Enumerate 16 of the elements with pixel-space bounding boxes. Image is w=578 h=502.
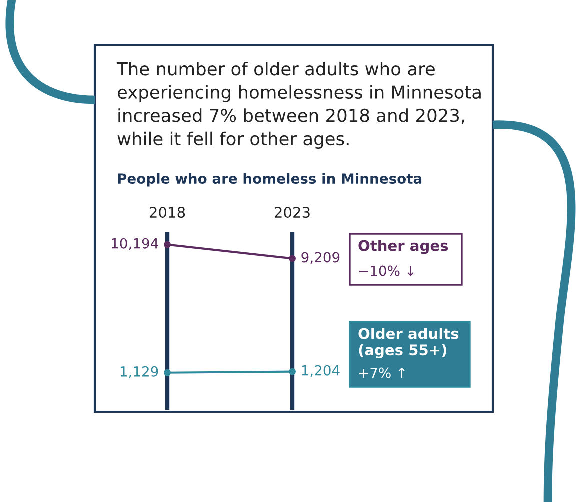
x-tick-label: 2023	[275, 207, 310, 218]
text: −10% ↓	[359, 266, 414, 276]
text: Other ages	[358, 240, 448, 254]
point	[289, 368, 296, 376]
chart-title: The number of older adults who are experiencing homelessness in Minnesota increased 7% between 2018 and 2023, while it fell for other ages.	[116, 62, 481, 150]
text: Older adults (ages 55+)	[358, 328, 459, 359]
data-label: 1,129	[120, 366, 158, 378]
x-tick-label: 2018	[150, 207, 186, 218]
chart-subtitle: People who are homeless in Minnesota	[118, 173, 422, 187]
data-label: 9,209	[302, 252, 340, 264]
point	[164, 241, 171, 248]
data-label: 10,194	[112, 238, 158, 250]
text: +7% ↑	[359, 368, 405, 378]
point	[289, 255, 296, 262]
data-label: 1,204	[302, 365, 340, 378]
point	[164, 369, 171, 376]
